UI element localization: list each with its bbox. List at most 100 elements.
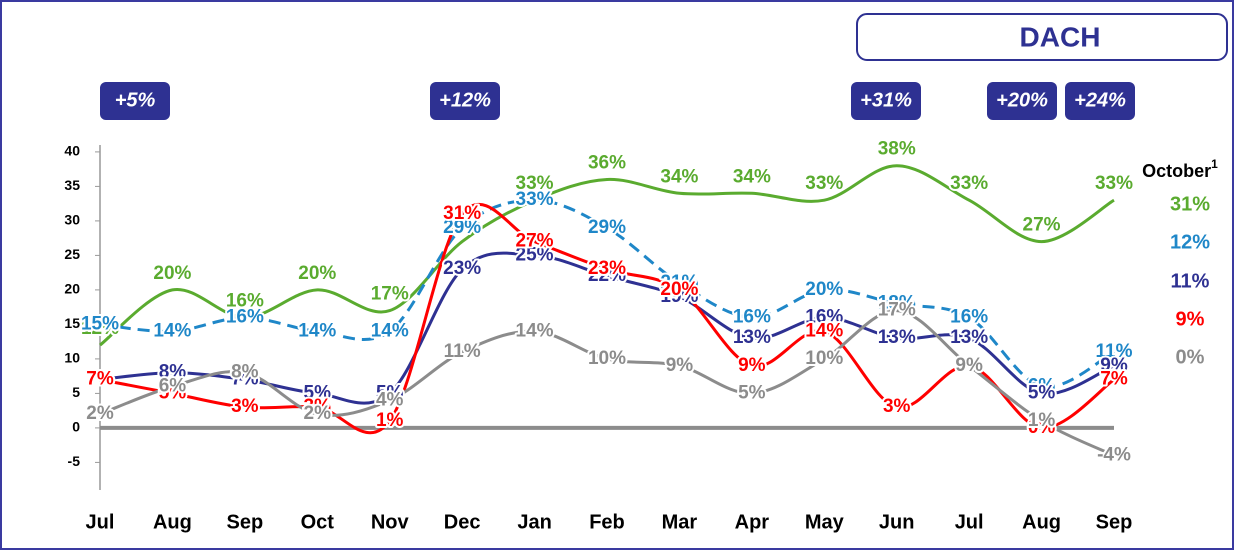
data-label: 9% [1100, 355, 1128, 376]
y-tick-label: 15 [64, 315, 80, 331]
x-tick-label: Feb [589, 511, 625, 533]
data-label: 20% [660, 279, 698, 300]
y-tick-label: 10 [64, 350, 80, 366]
data-label: 14% [371, 320, 409, 341]
data-label: 0% [1028, 417, 1056, 438]
side-header-text: October [1142, 161, 1211, 181]
side-header-note: 1 [1211, 157, 1218, 171]
annotation: +12% [439, 89, 491, 111]
side-header: October1 [1142, 157, 1218, 181]
data-label: 7% [231, 369, 259, 390]
side-label: 12% [1170, 231, 1210, 253]
annotation: +31% [860, 89, 912, 111]
data-label: 27% [443, 215, 481, 236]
data-label: 14% [516, 320, 554, 341]
y-tick-label: 40 [64, 143, 80, 159]
y-tick-label: 20 [64, 281, 80, 297]
data-label: 18% [878, 293, 916, 314]
annotation: +24% [1074, 89, 1126, 111]
x-tick-label: Apr [735, 511, 770, 533]
y-tick-label: -5 [68, 453, 81, 469]
data-label: 20% [805, 279, 843, 300]
data-label: 9% [955, 355, 983, 376]
y-tick-label: 0 [72, 419, 80, 435]
x-tick-label: Oct [301, 511, 335, 533]
x-tick-label: Aug [1022, 511, 1061, 533]
data-label: 36% [588, 153, 626, 174]
data-label: 34% [733, 166, 771, 187]
annotation: +20% [996, 89, 1048, 111]
data-label: 1% [376, 410, 404, 431]
data-label: 14% [153, 320, 191, 341]
data-label: 34% [660, 166, 698, 187]
data-label: 8% [159, 362, 187, 383]
x-tick-label: Mar [662, 511, 698, 533]
data-label: 2% [86, 403, 114, 424]
data-label: 16% [805, 307, 843, 328]
data-label: 4% [376, 389, 404, 410]
x-tick-label: Dec [444, 511, 481, 533]
data-label: 23% [443, 258, 481, 279]
data-label: 13% [733, 327, 771, 348]
data-label: 5% [1028, 382, 1056, 403]
series-line [99, 309, 1115, 457]
y-tick-label: 25 [64, 246, 80, 262]
data-label: 14% [298, 320, 336, 341]
data-label: 9% [666, 355, 694, 376]
x-tick-label: Nov [371, 511, 410, 533]
data-label: 6% [1028, 376, 1056, 397]
x-tick-label: Sep [1096, 511, 1133, 533]
x-tick-label: May [805, 511, 845, 533]
data-label: 5% [376, 382, 404, 403]
data-label: 8% [231, 362, 259, 383]
data-label: 6% [159, 376, 187, 397]
data-label: 10% [805, 348, 843, 369]
x-tick-label: Jul [955, 511, 984, 533]
series-line [99, 203, 1115, 435]
data-label: 3% [304, 396, 332, 417]
series-line [99, 251, 1115, 405]
data-label: 27% [1023, 215, 1061, 236]
data-label: 17% [371, 284, 409, 305]
side-label: 0% [1176, 346, 1205, 368]
x-tick-label: Sep [227, 511, 264, 533]
y-tick-label: 35 [64, 177, 80, 193]
data-label: 33% [805, 173, 843, 194]
data-label: 33% [950, 173, 988, 194]
x-tick-label: Jan [517, 511, 551, 533]
data-label: 20% [298, 263, 336, 284]
data-label: 38% [878, 139, 916, 160]
data-label: -4% [1097, 445, 1131, 466]
data-label: 7% [1100, 369, 1128, 390]
annotation: +5% [115, 89, 156, 111]
data-label: 14% [805, 320, 843, 341]
data-label: 19% [660, 286, 698, 307]
data-label: 9% [738, 355, 766, 376]
data-label: 16% [950, 307, 988, 328]
side-label: 31% [1170, 193, 1210, 215]
data-label: 5% [738, 382, 766, 403]
data-label: 11% [1096, 341, 1133, 362]
data-label: 33% [1095, 173, 1133, 194]
data-label: 31% [443, 203, 481, 224]
title-box [856, 13, 1228, 61]
data-label: 27% [516, 231, 554, 252]
data-label: 23% [588, 258, 626, 279]
data-label: 21% [660, 272, 698, 293]
x-tick-label: Aug [153, 511, 192, 533]
chart-title: DACH [1020, 21, 1101, 52]
annotation-badge [430, 82, 500, 120]
data-label: 3% [883, 396, 911, 417]
data-label: 15% [81, 313, 119, 334]
data-label: 10% [588, 348, 626, 369]
data-label: 29% [443, 217, 481, 238]
data-label: 12% [81, 318, 119, 339]
data-label: 25% [516, 244, 554, 265]
data-label: 33% [516, 189, 554, 210]
data-label: 16% [733, 307, 771, 328]
data-label: 11% [444, 341, 481, 362]
data-label: 13% [878, 327, 916, 348]
annotation-badge [851, 82, 921, 120]
